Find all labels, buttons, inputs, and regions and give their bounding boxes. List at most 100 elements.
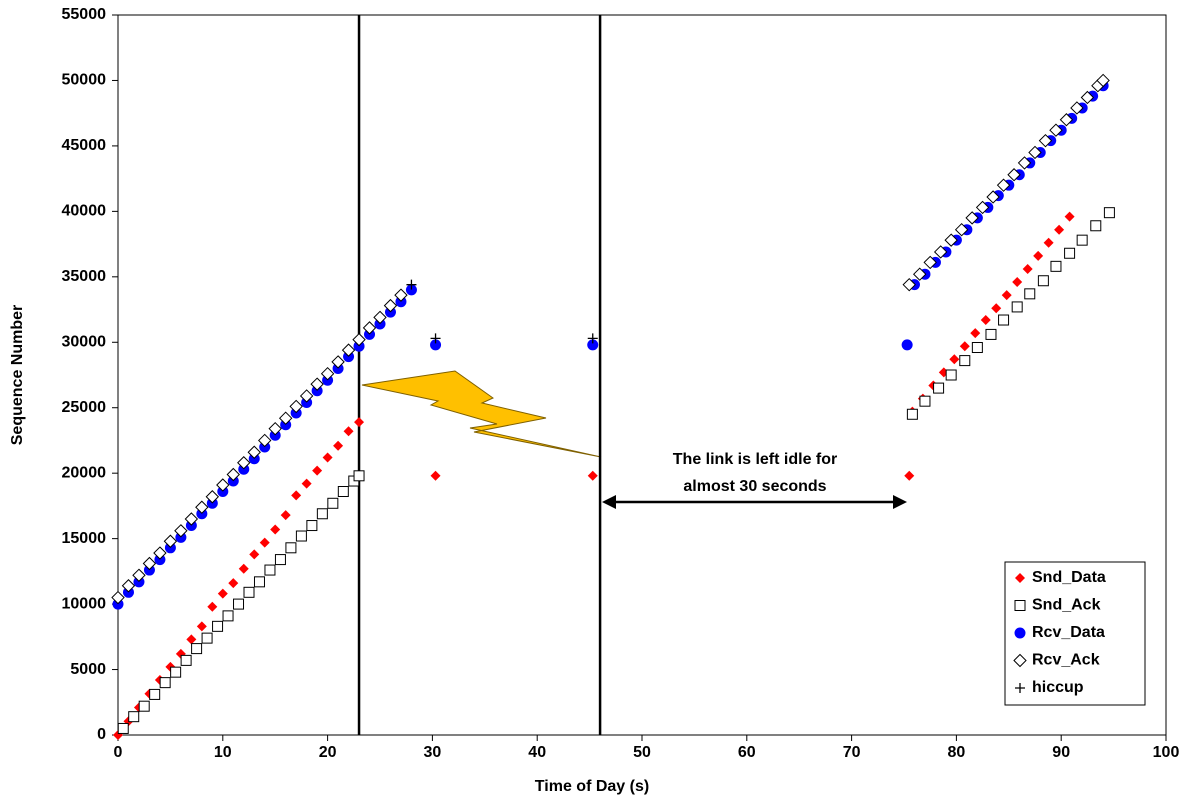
point: [274, 554, 286, 566]
y-tick-label: 10000: [62, 595, 107, 612]
point: [205, 490, 220, 504]
point: [295, 530, 307, 542]
point: [341, 343, 356, 357]
x-tick-label: 100: [1153, 744, 1180, 761]
point: [163, 534, 178, 548]
point: [1059, 113, 1074, 127]
point: [991, 303, 1002, 314]
point: [587, 470, 598, 481]
x-tick-label: 90: [1052, 744, 1070, 761]
point: [1022, 263, 1033, 274]
point: [1054, 224, 1065, 235]
point: [352, 332, 366, 347]
point: [430, 333, 441, 344]
point: [945, 369, 957, 381]
point: [264, 564, 276, 576]
point: [1103, 207, 1115, 219]
point: [312, 465, 323, 476]
point: [959, 341, 970, 352]
point: [933, 382, 945, 394]
point: [149, 688, 161, 700]
point: [1037, 275, 1049, 287]
point: [322, 452, 333, 463]
legend-marker: [1013, 653, 1027, 668]
point: [217, 588, 228, 599]
point: [998, 314, 1010, 326]
legend-label: Rcv_Ack: [1032, 652, 1100, 669]
x-tick-label: 80: [948, 744, 966, 761]
point: [1064, 211, 1075, 222]
annotation: The link is left idle for: [673, 451, 837, 468]
point: [373, 310, 387, 325]
point: [316, 508, 328, 520]
y-tick-label: 30000: [62, 333, 107, 350]
point: [212, 620, 224, 632]
point: [901, 339, 913, 351]
point: [383, 298, 398, 313]
point: [430, 470, 441, 481]
point: [180, 654, 192, 666]
point: [1011, 301, 1023, 313]
point: [980, 315, 991, 326]
point: [280, 510, 291, 521]
y-tick-label: 50000: [62, 72, 107, 89]
point: [233, 598, 245, 610]
point: [906, 408, 918, 420]
point: [1080, 90, 1095, 105]
annotation: almost 30 seconds: [683, 478, 826, 495]
point: [1017, 156, 1032, 170]
point: [1049, 123, 1063, 137]
y-tick-label: 35000: [62, 268, 107, 285]
point: [226, 467, 240, 482]
point: [216, 478, 230, 492]
point: [913, 267, 927, 281]
point: [1024, 288, 1036, 300]
point: [902, 277, 916, 292]
y-tick-label: 5000: [70, 661, 106, 678]
point: [247, 445, 261, 459]
point: [430, 339, 442, 351]
point: [1007, 168, 1021, 182]
legend-marker: [1015, 683, 1025, 693]
x-axis-title: Time of Day (s): [535, 778, 649, 795]
legend-label: Snd_Ack: [1032, 597, 1101, 614]
point: [933, 245, 948, 259]
legend: [1004, 561, 1146, 706]
point: [970, 328, 981, 339]
point: [923, 255, 937, 270]
point: [1070, 101, 1084, 115]
point: [258, 433, 272, 448]
legend-label: Snd_Data: [1032, 569, 1106, 586]
x-tick-label: 40: [528, 744, 546, 761]
y-tick-label: 40000: [62, 203, 107, 220]
point: [222, 610, 234, 622]
point: [362, 321, 377, 335]
point: [405, 284, 417, 296]
point: [159, 677, 171, 689]
x-tick-label: 30: [424, 744, 442, 761]
y-tick-label: 45000: [62, 137, 107, 154]
point: [174, 524, 188, 538]
point: [975, 200, 990, 215]
idle-arrow: [602, 495, 907, 509]
x-tick-label: 20: [319, 744, 337, 761]
point: [201, 632, 213, 644]
point: [959, 355, 971, 367]
point: [996, 178, 1011, 192]
point: [1076, 234, 1088, 246]
y-tick-label: 15000: [62, 530, 107, 547]
point: [971, 342, 983, 354]
point: [1001, 290, 1012, 301]
point: [394, 288, 408, 302]
legend-label: Rcv_Data: [1032, 624, 1105, 641]
point: [291, 490, 302, 501]
point: [259, 537, 270, 548]
y-tick-label: 55000: [62, 6, 107, 23]
point: [243, 586, 255, 598]
point: [1096, 73, 1110, 88]
point: [904, 470, 915, 481]
legend-marker: [1015, 573, 1025, 583]
point: [986, 190, 1000, 204]
point: [337, 486, 349, 498]
